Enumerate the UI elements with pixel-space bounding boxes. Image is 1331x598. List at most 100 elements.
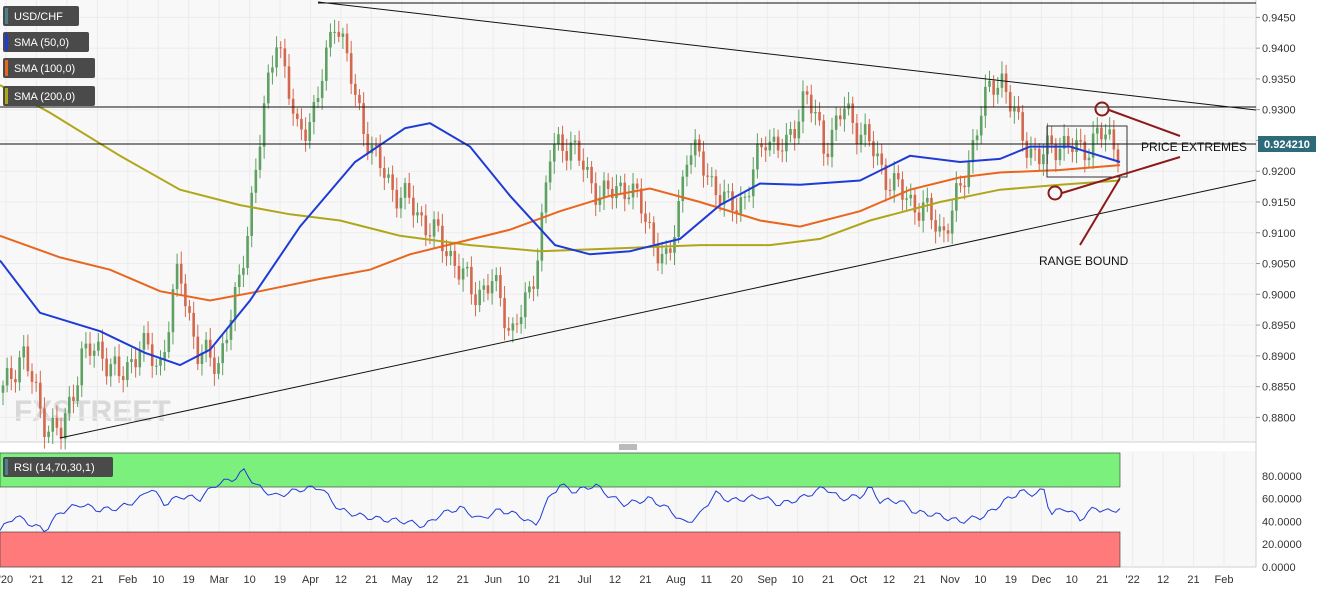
y-tick-label: 0.9000 (1262, 289, 1296, 301)
candle-body (453, 250, 457, 266)
candle-body (569, 142, 573, 161)
candle-body (863, 124, 867, 135)
x-tick-label: 11 (701, 574, 712, 586)
legend-label-rsi: RSI (14,70,30,1) (14, 462, 95, 474)
candle-body (482, 285, 486, 290)
candle-body (246, 235, 249, 269)
candle-body (988, 80, 991, 87)
candle-body (814, 111, 817, 114)
candlesticks (1, 19, 1120, 450)
candle-body (727, 191, 730, 193)
candle-body (51, 417, 55, 432)
legend-item-sma200[interactable]: SMA (200,0) (3, 86, 95, 106)
top-extreme-circle (1094, 101, 1110, 117)
candle-body (984, 86, 987, 116)
candle-body (934, 220, 937, 232)
candle-body (544, 182, 548, 213)
y-tick-label: 0.9450 (1262, 12, 1296, 24)
candle-body (494, 275, 498, 282)
candle-body (698, 139, 701, 152)
candle-body (221, 343, 224, 364)
candle-body (134, 359, 137, 368)
x-tick-label: 12 (335, 574, 347, 586)
x-tick-label: Nov (940, 574, 960, 586)
candle-body (1042, 154, 1045, 165)
candle-body (461, 268, 465, 280)
candle-body (751, 169, 755, 197)
candle-body (333, 31, 336, 33)
candle-body (528, 286, 531, 293)
candle-body (1104, 134, 1107, 140)
candle-body (188, 306, 191, 313)
candle-body (1071, 145, 1074, 153)
candle-body (888, 189, 892, 191)
candle-body (325, 47, 328, 81)
candle-body (14, 379, 17, 383)
candle-body (992, 80, 995, 95)
candle-body (963, 185, 966, 188)
candle-body (465, 266, 469, 269)
candle-body (126, 362, 129, 381)
candle-body (892, 173, 896, 191)
legend-swatch-usdchf (5, 8, 8, 24)
candle-body (1058, 148, 1062, 161)
candle-body (407, 183, 411, 198)
x-tick-label: 10 (1066, 574, 1078, 586)
rsi-tick-label: 80.0000 (1262, 471, 1302, 483)
candle-body (1116, 149, 1120, 164)
candle-body (789, 129, 792, 135)
candle-body (1112, 129, 1116, 150)
candle-body (648, 221, 651, 223)
candle-body (436, 219, 440, 226)
candle-body (312, 101, 316, 123)
candle-body (412, 197, 415, 216)
candle-body (499, 275, 502, 299)
candle-body (1079, 140, 1082, 142)
legend-item-rsi[interactable]: RSI (14,70,30,1) (3, 457, 113, 477)
candle-body (445, 251, 448, 257)
candle-body (155, 365, 158, 367)
x-tick-label: 12 (426, 574, 438, 586)
candle-body (26, 346, 30, 372)
candle-body (337, 31, 341, 37)
candle-body (586, 166, 589, 170)
candle-body (105, 358, 108, 377)
legend-swatch-sma200 (5, 88, 8, 104)
candle-body (540, 212, 544, 261)
candle-body (30, 371, 34, 382)
candle-body (511, 323, 515, 331)
x-tick-label: Apr (302, 574, 319, 586)
range-box (1046, 125, 1128, 178)
rsi-oversold-zone (0, 531, 1121, 568)
candle-body (955, 183, 958, 211)
legend-item-usdchf[interactable]: USD/CHF (3, 6, 79, 26)
x-tick-label: Mar (210, 574, 229, 586)
candle-body (652, 222, 656, 245)
candle-body (843, 108, 846, 120)
candle-body (97, 341, 100, 351)
candle-body (1054, 143, 1058, 161)
panel-splitter-handle[interactable] (619, 444, 637, 450)
candle-body (677, 201, 680, 238)
candle-body (660, 253, 664, 264)
x-tick-label: Jul (578, 574, 592, 586)
moving-averages (0, 84, 1121, 367)
candle-body (822, 120, 826, 154)
legend-item-sma100[interactable]: SMA (100,0) (3, 58, 95, 78)
candle-body (818, 111, 821, 121)
rsi-tick-label: 60.0000 (1262, 494, 1302, 506)
candle-body (801, 91, 805, 122)
candle-body (1021, 112, 1024, 141)
candle-body (39, 382, 42, 409)
y-tick-label: 0.8900 (1262, 351, 1296, 363)
candle-body (22, 346, 26, 358)
rsi-tick-label: 20.0000 (1262, 539, 1302, 551)
legend-item-sma50[interactable]: SMA (50,0) (3, 32, 89, 52)
candle-body (43, 408, 46, 437)
candle-body (184, 283, 187, 307)
candle-body (295, 113, 299, 119)
candle-body (868, 124, 871, 142)
candle-body (34, 381, 38, 383)
candle-body (441, 225, 444, 252)
candle-body (768, 141, 772, 151)
